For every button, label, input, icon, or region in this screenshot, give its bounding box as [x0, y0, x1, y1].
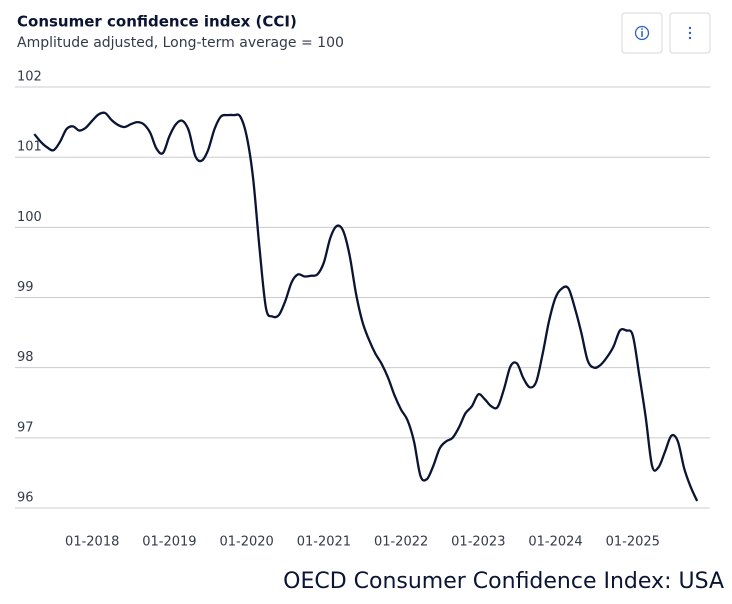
- x-tick-label: 01-2023: [451, 535, 505, 550]
- y-tick-label: 102: [17, 70, 42, 85]
- x-tick-label: 01-2020: [220, 535, 274, 550]
- info-button[interactable]: [621, 12, 663, 54]
- chart-title: Consumer confidence index (CCI): [17, 13, 297, 31]
- x-tick-label: 01-2024: [528, 535, 582, 550]
- y-tick-label: 101: [17, 140, 42, 155]
- y-tick-label: 96: [17, 490, 34, 505]
- x-tick-label: 01-2021: [297, 535, 351, 550]
- x-tick-label: 01-2025: [606, 535, 660, 550]
- y-tick-label: 98: [17, 350, 34, 365]
- menu-button[interactable]: [669, 12, 711, 54]
- x-tick-label: 01-2019: [142, 535, 196, 550]
- y-tick-label: 97: [17, 420, 34, 435]
- chart-subtitle: Amplitude adjusted, Long-term average = …: [17, 35, 344, 51]
- x-tick-label: 01-2018: [65, 535, 119, 550]
- x-tick-label: 01-2022: [374, 535, 428, 550]
- y-tick-label: 99: [17, 280, 34, 295]
- y-tick-label: 100: [17, 210, 42, 225]
- data-line: [33, 111, 699, 502]
- footer-caption: OECD Consumer Confidence Index: USA: [283, 569, 724, 594]
